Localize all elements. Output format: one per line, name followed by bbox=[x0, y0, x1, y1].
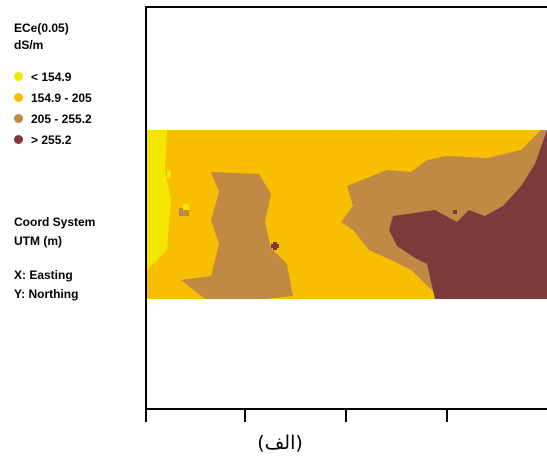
map-legend: ECe(0.05) dS/m < 154.9 154.9 - 205 205 -… bbox=[14, 20, 140, 150]
legend-label-class-3: 205 - 255.2 bbox=[31, 111, 92, 126]
x-axis-tick-3 bbox=[345, 410, 347, 422]
legend-title-unit: dS/m bbox=[14, 38, 44, 52]
legend-item-class-2: 154.9 - 205 bbox=[14, 87, 140, 108]
figure-caption: (الف) bbox=[257, 432, 303, 454]
map-zone-high-center bbox=[181, 172, 293, 299]
legend-title: ECe(0.05) dS/m bbox=[14, 20, 140, 54]
map-spot-high-3 bbox=[371, 190, 379, 202]
map-zone-very-high-main bbox=[389, 130, 547, 299]
coord-system-label: Coord System bbox=[14, 215, 96, 229]
salinity-map bbox=[147, 130, 547, 299]
legend-title-variable: ECe(0.05) bbox=[14, 21, 69, 35]
legend-label-class-4: > 255.2 bbox=[31, 132, 72, 147]
x-axis-tick-4 bbox=[446, 410, 448, 422]
x-axis-tick-2 bbox=[244, 410, 246, 422]
legend-item-class-4: > 255.2 bbox=[14, 129, 140, 150]
legend-swatch-class-4 bbox=[14, 135, 23, 144]
map-spot-very-high-3 bbox=[453, 210, 457, 214]
map-spot-very-high-4 bbox=[499, 234, 505, 240]
map-frame bbox=[145, 6, 547, 410]
map-spot-very-high-2 bbox=[271, 244, 279, 248]
x-axis-label: X: Easting bbox=[14, 268, 73, 282]
y-axis-label: Y: Northing bbox=[14, 287, 79, 301]
map-spot-high-1 bbox=[179, 208, 189, 216]
x-axis-tick-1 bbox=[145, 410, 147, 422]
legend-item-class-3: 205 - 255.2 bbox=[14, 108, 140, 129]
axis-info: X: Easting Y: Northing bbox=[14, 266, 78, 304]
map-spot-low-1 bbox=[183, 204, 189, 210]
legend-label-class-1: < 154.9 bbox=[31, 69, 72, 84]
legend-swatch-class-2 bbox=[14, 93, 23, 102]
legend-item-class-1: < 154.9 bbox=[14, 66, 140, 87]
legend-swatch-class-1 bbox=[14, 72, 23, 81]
legend-swatch-class-3 bbox=[14, 114, 23, 123]
map-spot-low-2 bbox=[167, 170, 171, 178]
map-spot-high-2 bbox=[219, 242, 227, 250]
legend-label-class-2: 154.9 - 205 bbox=[31, 90, 92, 105]
map-zone-moderate-upper bbox=[171, 130, 547, 182]
coord-system-info: Coord System UTM (m) bbox=[14, 213, 95, 251]
coord-system-units: UTM (m) bbox=[14, 234, 62, 248]
legend-items: < 154.9 154.9 - 205 205 - 255.2 > 255.2 bbox=[14, 66, 140, 150]
